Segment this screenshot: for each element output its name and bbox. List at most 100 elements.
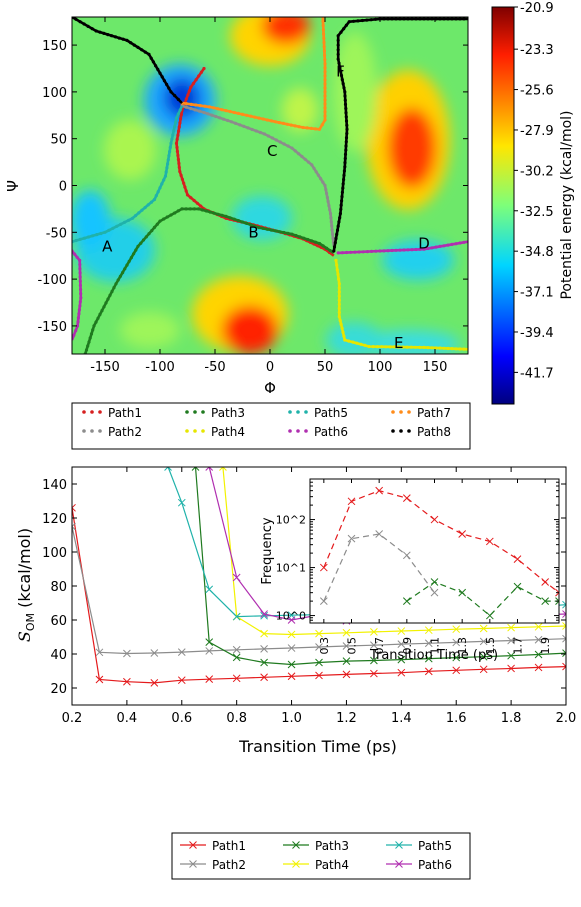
map-path-marker: [336, 57, 340, 61]
som-marker-path2: [315, 643, 323, 651]
map-path-marker: [261, 117, 265, 121]
map-path-marker: [398, 248, 402, 252]
map-path-marker: [340, 251, 344, 255]
map-path-marker: [102, 31, 106, 35]
map-path-marker: [236, 219, 240, 223]
map-path-marker: [462, 17, 466, 21]
map-path-marker: [238, 123, 242, 127]
map-path-marker: [106, 297, 110, 301]
map-path-marker: [269, 119, 273, 123]
map-path-marker: [125, 38, 129, 43]
map-path-marker: [273, 229, 278, 233]
map-path-marker: [306, 237, 310, 242]
map-path-marker: [202, 110, 206, 115]
legend-label-path7: Path7: [417, 406, 451, 420]
map-path-marker: [462, 240, 466, 244]
map-path-marker: [106, 33, 110, 37]
legend-marker-path1: [82, 410, 86, 414]
map-path-marker: [262, 132, 267, 136]
som-marker-path1: [315, 671, 323, 680]
map-path-marker: [78, 279, 82, 283]
map-path-marker: [374, 249, 378, 253]
map-path-marker: [321, 244, 325, 248]
map-path-marker: [166, 162, 170, 166]
som-marker-path4: [342, 628, 351, 637]
map-path-marker: [165, 166, 169, 170]
map-path-marker: [193, 108, 197, 112]
legend-label-path3: Path3: [211, 406, 245, 420]
legend-marker-path3: [193, 410, 197, 414]
map-path-marker: [323, 70, 327, 74]
som-marker-path1: [260, 673, 268, 682]
inset-marker-path1: [555, 588, 559, 597]
map-path-marker: [112, 286, 116, 290]
som-marker-path2: [177, 648, 186, 656]
som-legend-marker-path1: [189, 841, 197, 849]
map-path-marker: [438, 346, 442, 350]
map-path-marker: [382, 249, 386, 253]
map-path-marker: [333, 241, 337, 245]
map-path-marker: [258, 130, 262, 135]
map-path-marker: [226, 118, 230, 123]
som-marker-path3: [260, 658, 268, 667]
map-path-marker: [82, 22, 86, 26]
map-path-marker: [130, 216, 135, 220]
map-path-marker: [76, 316, 80, 320]
som-marker-path1: [424, 667, 433, 676]
map-path-marker: [163, 174, 168, 178]
legend-marker-path1: [98, 410, 102, 414]
inset-marker-path3: [541, 597, 550, 605]
som-marker-path2: [287, 644, 296, 652]
map-path-marker: [242, 124, 246, 128]
map-path-marker: [340, 195, 344, 199]
som-marker-path2: [562, 634, 566, 643]
map-path-marker: [84, 348, 89, 352]
som-marker-path4: [370, 628, 378, 636]
map-y-tick-label: 0: [59, 180, 67, 195]
som-marker-path3: [287, 660, 296, 669]
som-legend-marker-path3: [292, 841, 300, 849]
map-path-marker: [167, 154, 171, 158]
map-path-marker: [458, 347, 462, 351]
map-path-marker: [160, 75, 164, 79]
map-path-marker: [274, 138, 278, 142]
map-path-marker: [208, 210, 212, 214]
map-path-marker: [336, 34, 340, 38]
som-y-tick-label: 40: [50, 648, 67, 663]
map-path-marker: [169, 141, 173, 145]
colorbar-ticks: -20.9 -23.3 -25.6 -27.9 -30.2 -32.5 -34.8 -37.1…: [514, 1, 554, 381]
map-path-marker: [322, 49, 326, 53]
map-path-marker: [199, 70, 203, 74]
som-marker-path3: [191, 467, 200, 471]
map-path-marker: [323, 53, 327, 57]
map-path-marker: [249, 223, 253, 227]
map-path-marker: [171, 133, 175, 137]
map-path-marker: [430, 17, 434, 21]
som-y-axis-label: SOM (kcal/mol): [15, 528, 37, 642]
map-path-marker: [341, 182, 345, 186]
map-path-marker: [450, 347, 454, 351]
map-path-marker: [186, 93, 190, 97]
map-path-marker: [339, 73, 344, 78]
map-path-marker: [337, 310, 341, 315]
map-path-marker: [177, 129, 181, 133]
som-marker-path6: [260, 610, 268, 618]
legend-label-path8: Path8: [417, 425, 451, 439]
som-marker-path5: [164, 467, 172, 471]
map-path-marker: [297, 152, 301, 156]
map-path-marker: [343, 90, 347, 94]
som-legend-label-path4: Path4: [315, 858, 349, 872]
map-path-marker: [418, 17, 422, 21]
map-path-marker: [317, 127, 322, 131]
map-path-marker: [176, 133, 180, 137]
map-path-marker: [176, 112, 180, 116]
map-path-marker: [176, 209, 180, 213]
map-path-marker: [75, 255, 79, 259]
legend-marker-path2: [98, 429, 102, 433]
map-path-marker: [173, 124, 177, 129]
som-x-tick-label: 0.6: [171, 711, 192, 726]
som-marker-path1: [397, 668, 406, 677]
map-path-marker: [323, 78, 327, 82]
map-path-marker: [341, 82, 345, 86]
legend-marker-path4: [185, 429, 189, 433]
